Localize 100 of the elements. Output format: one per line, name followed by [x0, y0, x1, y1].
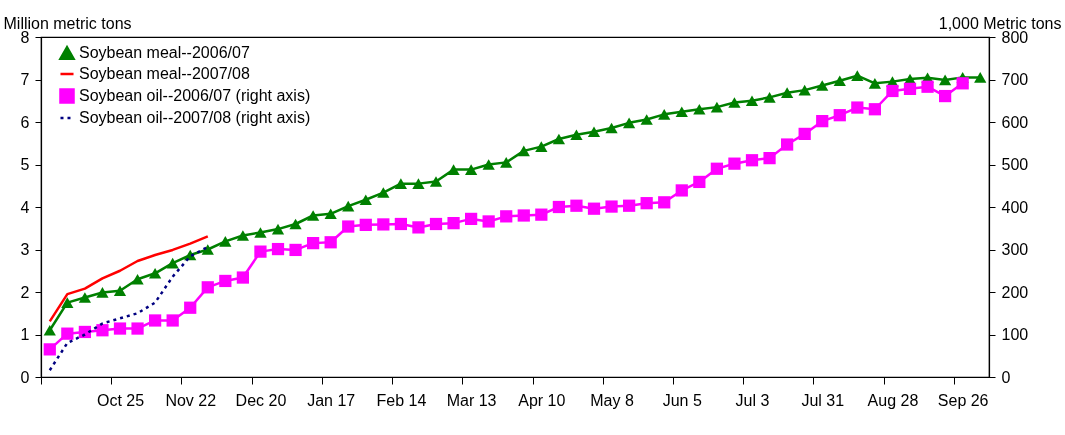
- point: [342, 220, 355, 233]
- x-tick-label: Jul 3: [735, 391, 770, 409]
- point: [201, 281, 214, 294]
- y2-tick-label: 200: [1001, 283, 1029, 301]
- point: [148, 314, 162, 327]
- point: [763, 152, 776, 165]
- point: [816, 115, 829, 128]
- point: [816, 80, 829, 91]
- point: [394, 217, 408, 231]
- point: [552, 133, 566, 145]
- point: [605, 122, 618, 134]
- point: [798, 127, 811, 141]
- x-tick-label: Oct 25: [96, 391, 145, 409]
- x-tick-label: Sep 26: [937, 391, 989, 409]
- point: [552, 200, 566, 214]
- x-tick-label: Aug 28: [867, 391, 919, 409]
- point: [851, 70, 864, 81]
- point: [833, 75, 846, 87]
- point: [535, 141, 548, 152]
- point: [728, 97, 741, 108]
- point: [745, 95, 759, 107]
- point: [517, 209, 530, 222]
- y2-tick-label: 0: [1001, 368, 1011, 386]
- point: [289, 243, 302, 257]
- point: [96, 324, 109, 337]
- point: [166, 314, 179, 327]
- x-tick-label: Jan 17: [307, 391, 356, 409]
- y2-tick-label: 700: [1001, 71, 1029, 88]
- point: [886, 84, 899, 98]
- point: [447, 217, 460, 230]
- y-tick-label: 1: [20, 326, 30, 343]
- y-tick-label: 3: [20, 241, 30, 258]
- legend-label: Soybean oil--2007/08 (right axis): [79, 109, 311, 126]
- point: [780, 138, 794, 151]
- point: [745, 154, 759, 167]
- point: [798, 84, 811, 96]
- x-tick-label: May 8: [590, 391, 634, 409]
- legend-label: Soybean oil--2006/07 (right axis): [79, 87, 311, 104]
- point: [359, 194, 372, 206]
- point: [675, 184, 688, 197]
- point: [377, 187, 390, 198]
- point: [535, 208, 548, 221]
- point: [61, 327, 74, 340]
- point: [587, 126, 601, 138]
- x-tick-label: Jun 5: [662, 391, 702, 409]
- x-tick-label: Apr 10: [518, 391, 566, 409]
- point: [728, 157, 741, 170]
- point: [570, 199, 583, 212]
- point: [500, 157, 513, 168]
- point: [710, 162, 724, 175]
- point: [184, 301, 197, 314]
- point: [166, 257, 179, 269]
- point: [254, 227, 267, 238]
- point: [464, 212, 478, 226]
- y2-tick-label: 100: [1001, 326, 1029, 343]
- y-tick-label: 7: [20, 71, 30, 88]
- point: [236, 230, 250, 241]
- x-tick-label: Mar 13: [446, 391, 497, 409]
- point: [412, 178, 425, 189]
- point: [851, 101, 864, 114]
- point: [201, 244, 214, 255]
- point: [780, 87, 794, 98]
- line-series: [48, 235, 210, 323]
- point: [61, 297, 74, 308]
- point: [342, 200, 355, 212]
- point: [289, 218, 302, 230]
- point: [113, 322, 127, 335]
- y2-tick-label: 400: [1001, 198, 1029, 216]
- point: [482, 215, 495, 228]
- point: [482, 159, 495, 170]
- point: [394, 178, 408, 189]
- point: [640, 114, 653, 125]
- x-tick-label: Dec 20: [235, 391, 287, 409]
- point: [324, 208, 337, 220]
- y2-tick-label: 300: [1001, 241, 1029, 258]
- point: [148, 268, 162, 279]
- point: [587, 202, 601, 215]
- point: [675, 106, 688, 118]
- x-tick-label: Feb 14: [376, 391, 427, 409]
- point: [43, 343, 56, 356]
- point: [429, 217, 443, 231]
- y-tick-label: 0: [20, 368, 30, 386]
- point: [236, 271, 250, 284]
- point: [377, 218, 390, 231]
- point: [938, 74, 952, 86]
- point: [219, 274, 232, 288]
- point: [131, 273, 144, 285]
- y-tick-label: 4: [20, 198, 30, 216]
- point: [693, 175, 706, 189]
- point: [570, 129, 583, 141]
- point: [43, 324, 56, 336]
- y-tick-label: 6: [20, 113, 30, 131]
- point: [359, 218, 372, 231]
- point: [429, 176, 443, 187]
- point: [254, 245, 267, 258]
- point: [464, 164, 478, 175]
- legend-label: Soybean meal--2006/07: [79, 44, 250, 61]
- point: [693, 103, 706, 115]
- point: [658, 196, 671, 209]
- point: [447, 164, 460, 175]
